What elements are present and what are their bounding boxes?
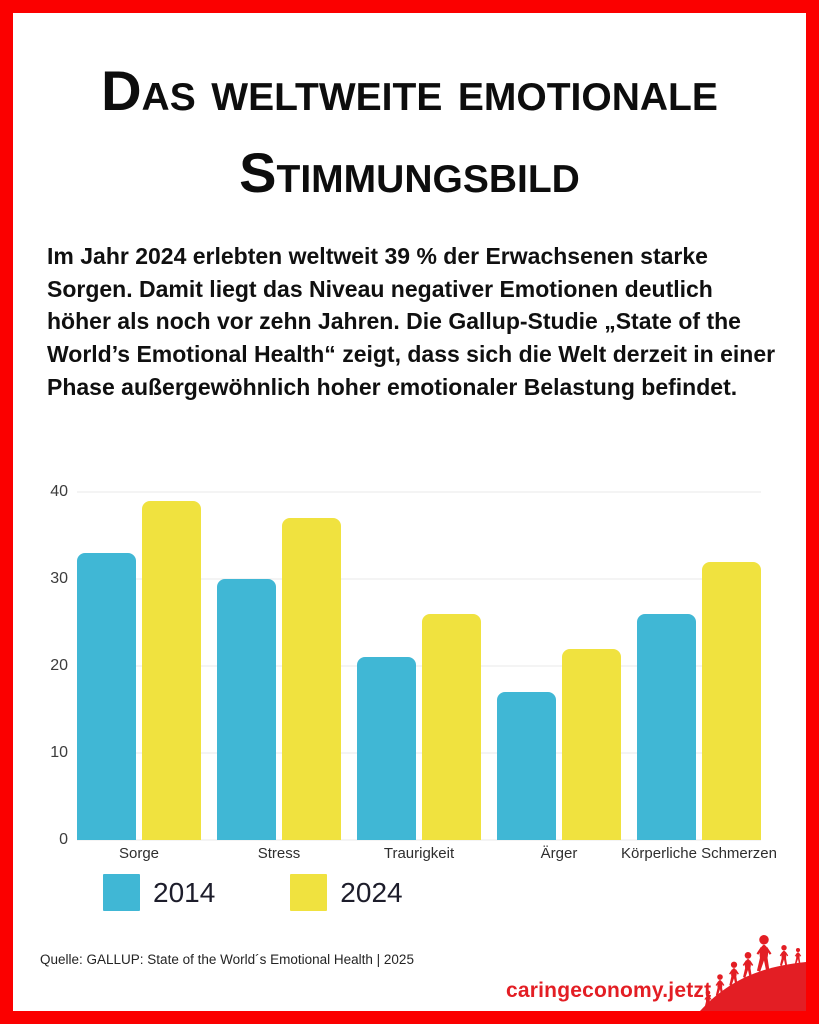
gridline	[77, 578, 761, 580]
bar-2024	[702, 561, 761, 840]
x-axis-label: Stress	[257, 845, 301, 862]
bar-group	[217, 492, 341, 840]
bar-2014	[637, 613, 696, 840]
chart-plot	[77, 491, 761, 841]
y-tick-label: 10	[50, 744, 68, 761]
legend-swatch-2014	[103, 874, 140, 911]
bar-group	[637, 492, 761, 840]
bar-2014	[497, 692, 556, 840]
y-tick-label: 40	[50, 483, 68, 500]
gridline	[77, 665, 761, 667]
legend-swatch-2024	[290, 874, 328, 911]
legend-label-2014: 2014	[153, 876, 216, 908]
bar-2014	[217, 579, 276, 840]
page-title: Das weltweite emotionale Stimmungsbild	[101, 59, 718, 205]
bar-2024	[282, 518, 341, 840]
y-tick-label: 30	[50, 570, 68, 587]
chart-y-axis: 0 10 20 30 40	[28, 484, 68, 848]
x-axis-label: Sorge	[118, 845, 160, 862]
bar-2024	[422, 613, 481, 840]
gridline	[77, 491, 761, 493]
legend-label-2024: 2024	[340, 876, 403, 908]
gridline	[77, 839, 761, 841]
gridline	[77, 752, 761, 754]
intro-paragraph: Im Jahr 2024 erlebten weltweit 39 % der …	[47, 243, 776, 400]
brand-url[interactable]: caringeconomy.jetzt	[506, 979, 712, 1002]
bar-2014	[357, 657, 416, 840]
chart-legend: 2014 2024	[103, 874, 403, 911]
x-axis-label: Ärger	[540, 845, 578, 862]
x-axis-label: Traurigkeit	[383, 845, 455, 862]
x-axis-label: Körperliche Schmerzen	[621, 845, 777, 862]
bar-2024	[562, 648, 621, 840]
bar-2014	[77, 552, 136, 840]
chart-x-labels: Sorge Stress Traurigkeit Ärger Körperliche S…	[77, 845, 777, 862]
people-hill-logo	[700, 935, 806, 1011]
y-tick-label: 0	[59, 831, 68, 848]
source-note: Quelle: GALLUP: State of the World´s Emo…	[40, 952, 414, 967]
bar-2024	[142, 500, 201, 840]
bar-group	[77, 492, 201, 840]
bar-group	[497, 492, 621, 840]
bar-group	[357, 492, 481, 840]
y-tick-label: 20	[50, 657, 68, 674]
